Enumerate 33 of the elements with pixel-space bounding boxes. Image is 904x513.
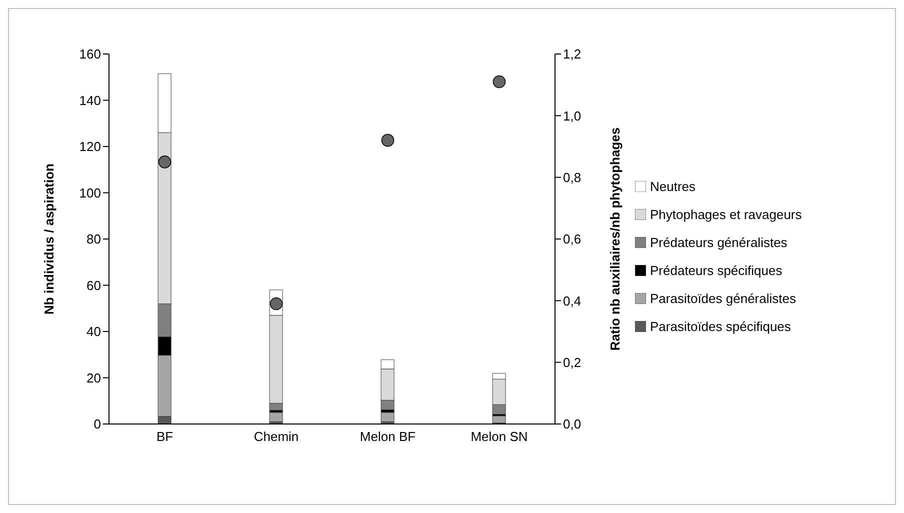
x-tick-label: Chemin	[254, 429, 299, 444]
y2-tick-label: 1,0	[563, 108, 582, 124]
y-tick-label: 120	[79, 139, 101, 154]
y-tick-label: 40	[86, 324, 101, 340]
legend-label: Phytophages et ravageurs	[650, 206, 802, 222]
legend-label: Parasitoïdes généralistes	[650, 290, 796, 306]
y-tick-label: 160	[79, 46, 101, 62]
y2-tick-label: 0,4	[563, 293, 582, 308]
y2-tick-label: 1,2	[563, 46, 582, 62]
y2-tick-label: 0,0	[563, 416, 582, 432]
y-tick-label: 80	[86, 232, 101, 247]
y-axis-title: Nb individus / aspiration	[42, 163, 57, 314]
point	[381, 134, 394, 147]
legend-label: Neutres	[650, 178, 696, 194]
legend-label: Prédateurs généralistes	[650, 234, 788, 250]
x-tick-label: Melon SN	[470, 429, 528, 444]
x-tick-label: Melon BF	[360, 429, 416, 444]
y-tick-label: 60	[86, 278, 101, 293]
point	[492, 75, 506, 88]
legend-label: Prédateurs spécifiques	[650, 262, 782, 278]
bar	[269, 412, 283, 422]
y2-tick-label: 0,2	[563, 354, 582, 370]
y-tick-label: 0	[94, 416, 101, 432]
y-tick-label: 20	[86, 370, 101, 386]
legend-label: Parasitoïdes spécifiques	[650, 318, 791, 334]
bar	[380, 412, 394, 422]
y2-tick-label: 0,6	[563, 232, 582, 247]
x-tick-label: BF	[156, 429, 174, 444]
y-tick-label: 140	[79, 92, 101, 108]
y-tick-label: 100	[79, 185, 101, 200]
y2-axis-title: Ratio nb auxiliaires/nb phytophages	[608, 127, 623, 351]
point	[158, 156, 172, 168]
y2-tick-label: 0,8	[563, 170, 582, 185]
